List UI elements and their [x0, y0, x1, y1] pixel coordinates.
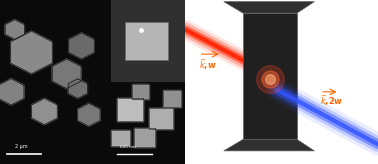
Polygon shape [77, 103, 100, 126]
Polygon shape [52, 59, 81, 89]
Text: 600 nm: 600 nm [120, 145, 136, 149]
Polygon shape [163, 90, 181, 106]
Point [267, 77, 273, 80]
Polygon shape [5, 20, 25, 39]
Polygon shape [149, 108, 173, 129]
Polygon shape [68, 79, 87, 98]
Polygon shape [0, 79, 24, 105]
FancyBboxPatch shape [111, 82, 185, 164]
Polygon shape [69, 33, 94, 59]
Polygon shape [32, 98, 57, 125]
FancyBboxPatch shape [0, 0, 111, 164]
FancyBboxPatch shape [125, 22, 167, 60]
Polygon shape [111, 130, 130, 146]
Point [138, 28, 144, 31]
Polygon shape [243, 13, 297, 139]
Polygon shape [11, 31, 52, 74]
Text: 2 μm: 2 μm [15, 144, 28, 149]
Polygon shape [132, 84, 149, 99]
Point [267, 77, 273, 80]
Text: $\vec{k}$,w: $\vec{k}$,w [199, 57, 216, 72]
FancyBboxPatch shape [111, 0, 185, 82]
Bar [0, 0, 111, 164]
Polygon shape [134, 128, 155, 147]
Polygon shape [116, 98, 143, 122]
Text: $\vec{k}$,2w: $\vec{k}$,2w [320, 93, 344, 108]
Polygon shape [224, 139, 314, 151]
Point [267, 77, 273, 80]
Polygon shape [224, 2, 314, 13]
